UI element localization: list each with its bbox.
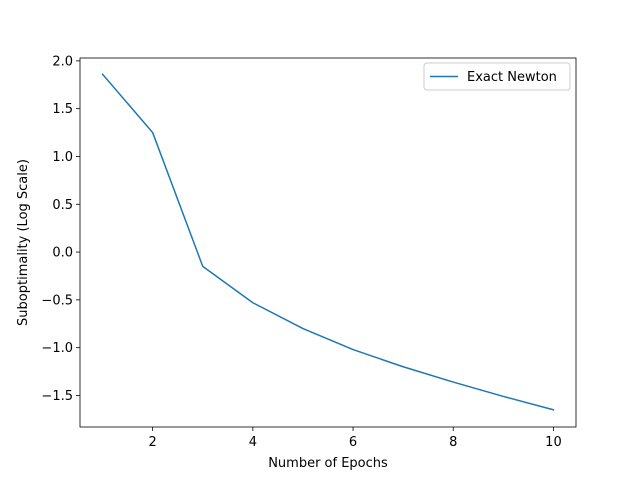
y-tick-label: 2.0 — [52, 54, 73, 69]
x-tick-label: 8 — [449, 435, 457, 450]
x-tick-label: 10 — [545, 435, 562, 450]
y-tick-label: −1.5 — [41, 389, 73, 404]
y-tick-label: −1.0 — [41, 341, 73, 356]
x-tick-label: 4 — [249, 435, 257, 450]
y-tick-label: −0.5 — [41, 293, 73, 308]
legend-box — [423, 62, 571, 91]
x-axis-label: Number of Epochs — [268, 456, 388, 471]
x-axis-ticks: 2 4 6 8 10 — [149, 427, 562, 450]
axes-frame — [79, 57, 577, 428]
legend: Exact Newton — [423, 62, 571, 91]
y-tick-label: 0.0 — [52, 246, 73, 261]
x-tick-label: 6 — [349, 435, 357, 450]
plot-area — [101, 73, 555, 411]
legend-label-exact-newton: Exact Newton — [467, 70, 557, 85]
y-tick-label: 0.5 — [52, 198, 73, 213]
series-line-exact-newton — [101, 73, 555, 411]
x-tick-label: 2 — [149, 435, 157, 450]
y-tick-label: 1.5 — [52, 102, 73, 117]
y-tick-label: 1.0 — [52, 150, 73, 165]
y-axis-label: Suboptimality (Log Scale) — [16, 159, 31, 326]
y-axis-ticks: −1.5 −1.0 −0.5 0.0 0.5 1.0 1.5 2.0 — [41, 54, 80, 404]
